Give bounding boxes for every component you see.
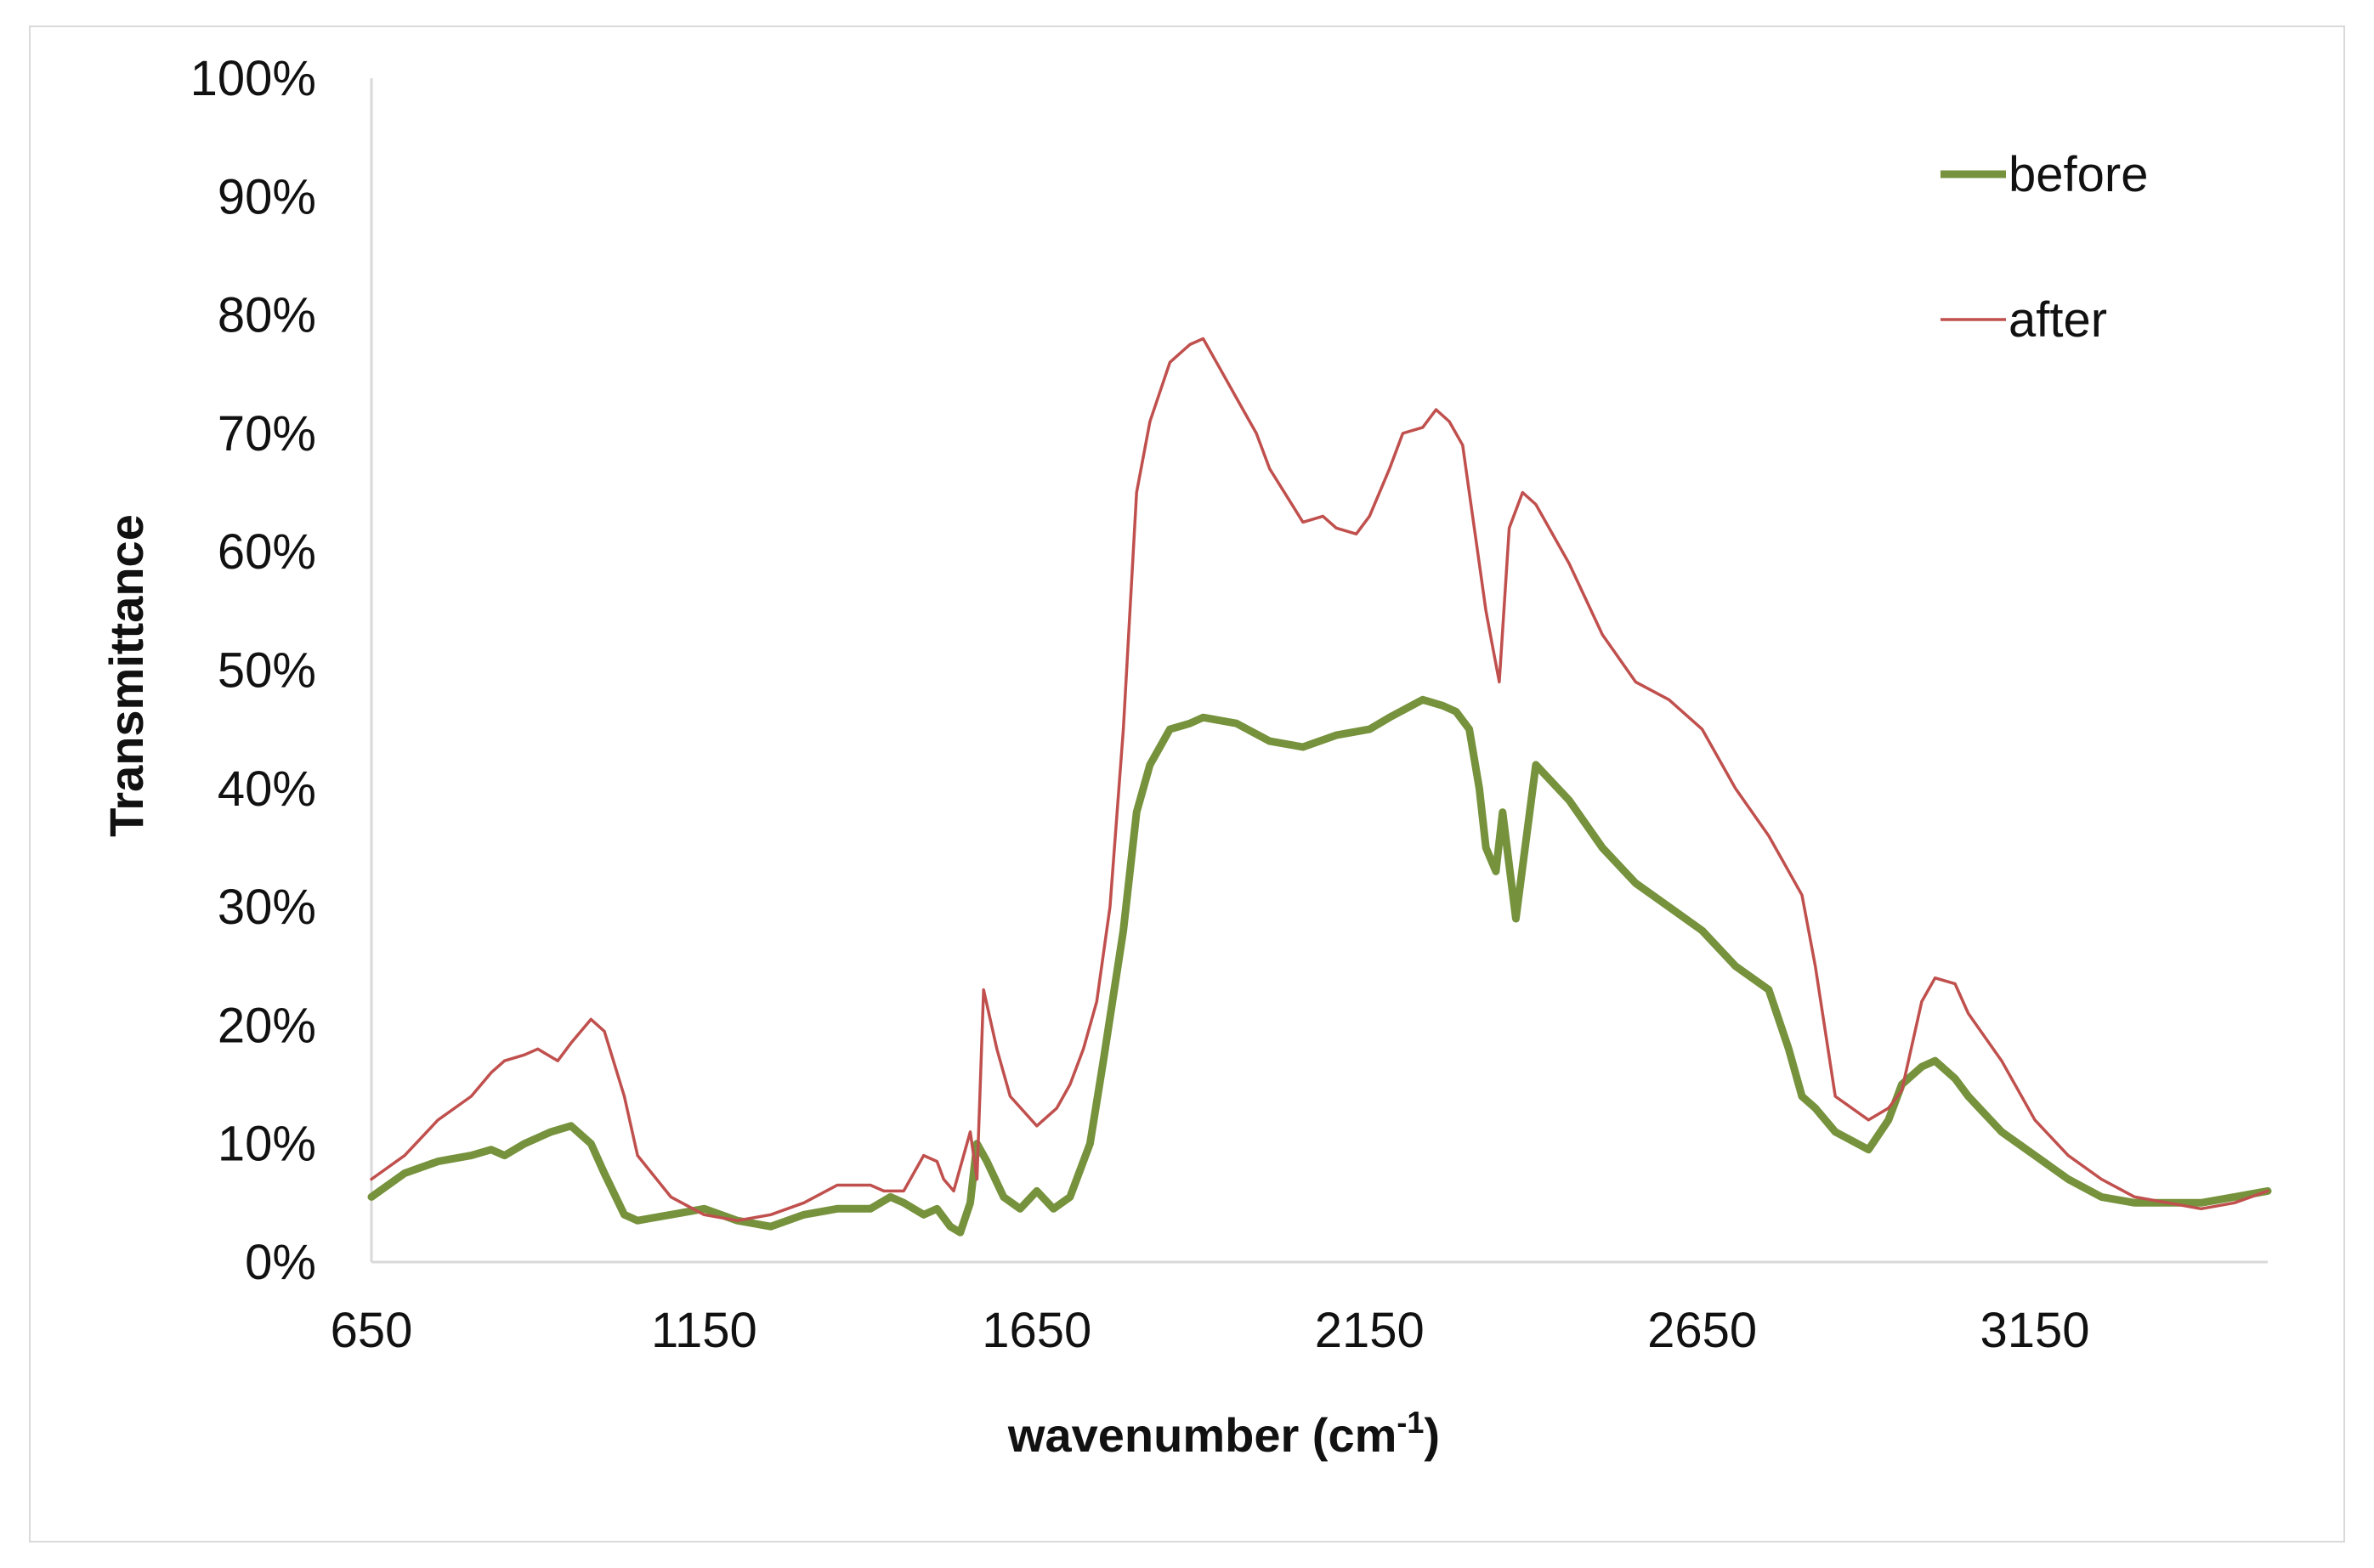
x-tick-label: 1150 — [651, 1303, 757, 1358]
x-axis-title-superscript: -1 — [1397, 1405, 1424, 1440]
legend-label-after: after — [2009, 292, 2107, 348]
chart-frame — [29, 25, 2345, 1543]
legend: before after — [1941, 147, 2148, 348]
y-tick-label: 40% — [218, 761, 316, 817]
x-tick-label: 3150 — [1980, 1303, 2090, 1358]
y-tick-label: 80% — [218, 288, 316, 343]
y-tick-label: 20% — [218, 998, 316, 1053]
y-tick-label: 90% — [218, 169, 316, 224]
y-tick-label: 100% — [190, 51, 316, 106]
x-axis-title-main: wavenumber (cm — [1007, 1408, 1397, 1462]
series-layer — [367, 337, 2272, 1237]
series-line-after — [370, 337, 2269, 1222]
legend-label-before: before — [2009, 147, 2148, 202]
x-axis-title-end: ) — [1424, 1408, 1440, 1462]
x-axis-title: wavenumber (cm-1) — [1007, 1405, 1440, 1462]
y-axis-title: Transmittance — [99, 514, 153, 837]
x-tick-label: 650 — [331, 1303, 413, 1358]
x-tick-label: 1650 — [982, 1303, 1091, 1358]
x-tick-label: 2150 — [1315, 1303, 1425, 1358]
y-tick-label: 50% — [218, 643, 316, 699]
x-tick-label: 2650 — [1647, 1303, 1757, 1358]
y-tick-label: 60% — [218, 524, 316, 580]
y-tick-label: 70% — [218, 406, 316, 461]
y-tick-label: 30% — [218, 880, 316, 935]
series-line-before — [367, 695, 2272, 1237]
x-axis-ticks: 650 1150 1650 2150 2650 3150 — [331, 1303, 2090, 1358]
y-axis-ticks: 0% 10% 20% 30% 40% 50% 60% 70% 80% 90% 100% — [190, 51, 316, 1290]
y-tick-label: 0% — [245, 1235, 316, 1290]
y-tick-label: 10% — [218, 1117, 316, 1172]
